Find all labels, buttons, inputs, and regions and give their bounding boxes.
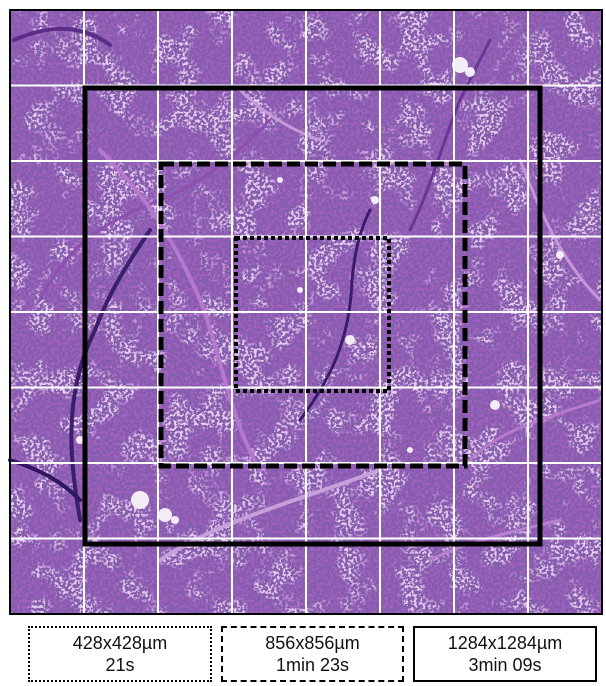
legend-large-region: 1284x1284µm 3min 09s xyxy=(413,626,597,682)
region-outline-medium xyxy=(158,161,468,469)
tissue-patch-grid xyxy=(8,9,603,615)
region-outline-large xyxy=(82,85,543,547)
legend-small-size: 428x428µm xyxy=(72,633,168,653)
tissue-white-specks xyxy=(76,57,564,524)
legend-small-time: 21s xyxy=(105,655,135,675)
legend-medium-region: 856x856µm 1min 23s xyxy=(221,626,404,682)
legend-medium-size: 856x856µm xyxy=(265,633,360,653)
region-outline-small xyxy=(234,236,391,393)
legend-large-size: 1284x1284µm xyxy=(447,633,563,653)
legend-medium-time: 1min 23s xyxy=(275,655,350,675)
legend-large-time: 3min 09s xyxy=(468,655,542,675)
legend-small-region: 428x428µm 21s xyxy=(28,626,212,682)
tissue-frame xyxy=(9,9,603,615)
